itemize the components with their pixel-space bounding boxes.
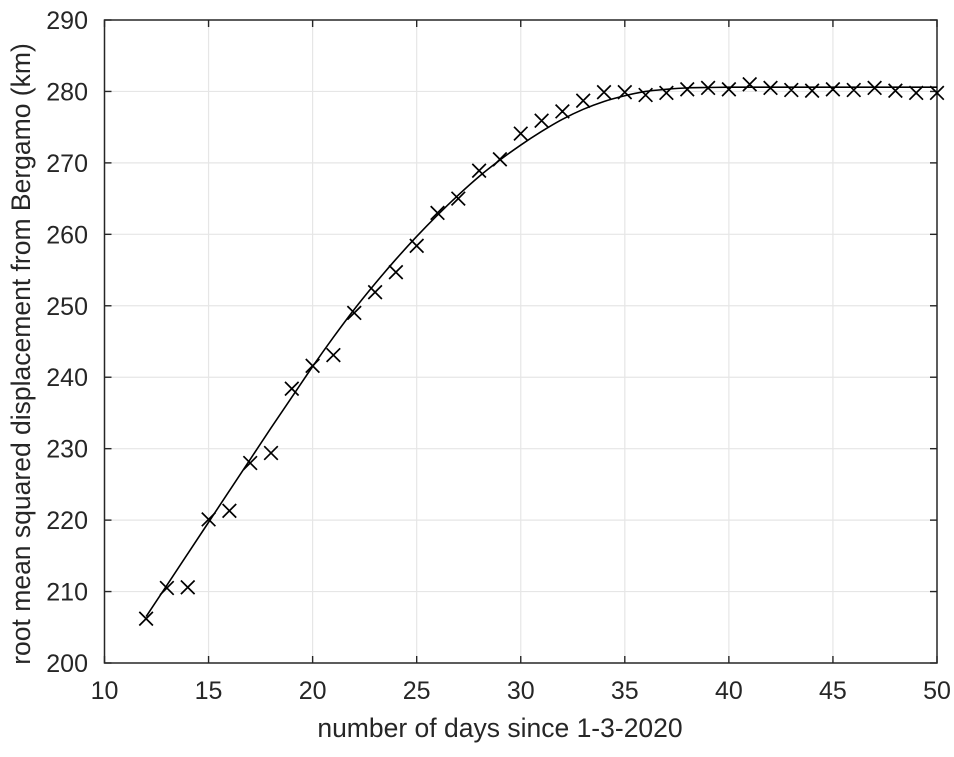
x-axis-label: number of days since 1-3-2020	[317, 713, 682, 743]
x-tick-label: 10	[91, 677, 119, 705]
x-markers	[138, 76, 945, 627]
x-tick-label: 40	[715, 677, 743, 705]
grid-lines	[104, 20, 937, 663]
y-tick-label: 200	[46, 650, 88, 678]
tick-marks	[103, 19, 938, 664]
y-axis-label: root mean squared displacement from Berg…	[6, 43, 36, 665]
x-tick-label: 25	[403, 677, 431, 705]
y-tick-label: 270	[46, 150, 88, 178]
y-tick-label: 230	[46, 436, 88, 464]
x-tick-label: 20	[299, 677, 327, 705]
y-tick-label: 280	[46, 78, 88, 106]
x-tick-label: 15	[195, 677, 223, 705]
y-tick-label: 260	[46, 221, 88, 249]
x-tick-label: 45	[819, 677, 847, 705]
tick-labels: 10 15 20 25 30 35 40 45 50 200 210 220 230 240 250 260 2…	[46, 7, 951, 705]
axis-box	[103, 19, 938, 664]
x-tick-label: 35	[611, 677, 639, 705]
y-tick-label: 250	[46, 293, 88, 321]
y-tick-label: 240	[46, 364, 88, 392]
x-tick-label: 30	[507, 677, 535, 705]
y-tick-label: 210	[46, 579, 88, 607]
x-tick-label: 50	[923, 677, 951, 705]
y-tick-label: 290	[46, 7, 88, 35]
data-series	[138, 76, 945, 627]
plot-border	[103, 19, 938, 664]
fit-curve	[145, 86, 937, 618]
y-tick-label: 220	[46, 507, 88, 535]
